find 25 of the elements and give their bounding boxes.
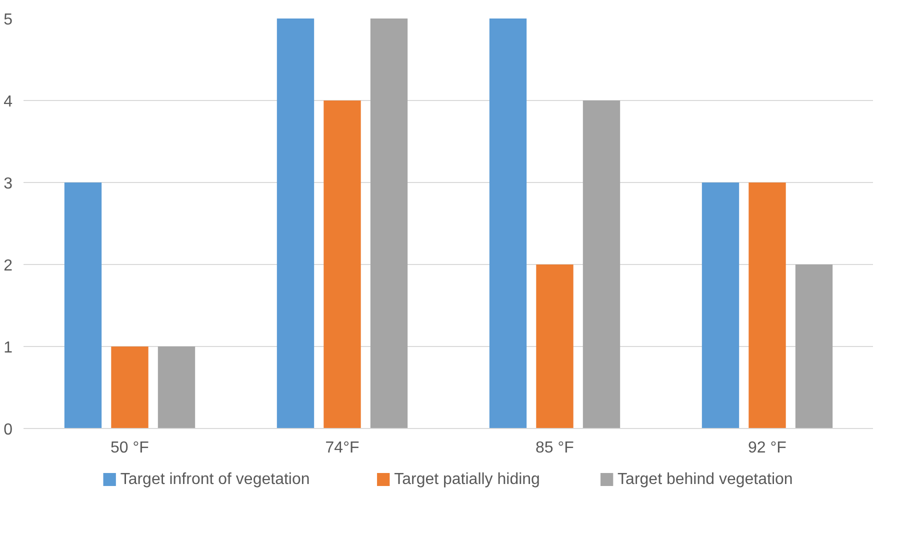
bar bbox=[748, 182, 786, 428]
x-tick-label: 50 °F bbox=[110, 440, 150, 456]
bar bbox=[158, 346, 196, 428]
legend-label: Target infront of vegetation bbox=[120, 471, 310, 488]
bar bbox=[370, 18, 408, 428]
y-tick-label: 3 bbox=[4, 176, 13, 192]
y-tick-label: 0 bbox=[4, 422, 13, 438]
x-tick-label: 74°F bbox=[325, 440, 360, 456]
bar bbox=[489, 18, 527, 428]
bar bbox=[536, 264, 574, 428]
y-tick-label: 5 bbox=[4, 12, 13, 28]
bar bbox=[324, 100, 361, 428]
legend-label: Target behind vegetation bbox=[618, 471, 793, 488]
y-tick-label: 1 bbox=[4, 340, 13, 356]
bar bbox=[111, 346, 148, 428]
bar bbox=[64, 182, 102, 428]
bar bbox=[795, 264, 833, 428]
y-tick-label: 2 bbox=[4, 258, 13, 274]
y-tick-label: 4 bbox=[4, 94, 13, 110]
bar bbox=[582, 100, 620, 428]
bar bbox=[702, 182, 740, 428]
x-tick-label: 85 °F bbox=[536, 440, 574, 456]
bar bbox=[276, 18, 314, 428]
x-tick-label: 92 °F bbox=[748, 440, 787, 456]
legend-label: Target patially hiding bbox=[394, 471, 540, 488]
